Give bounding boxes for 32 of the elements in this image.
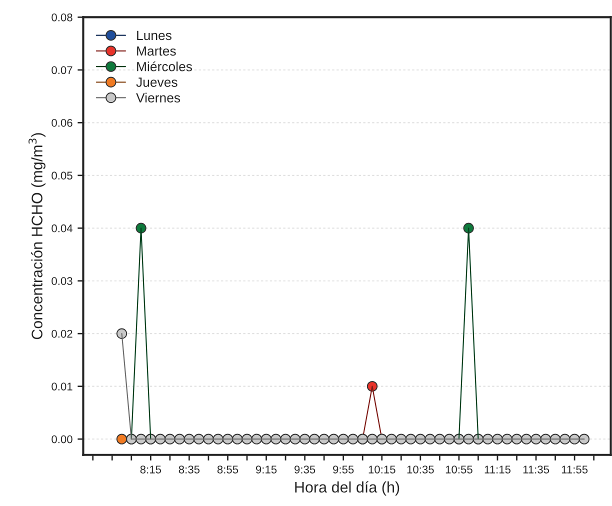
y-tick-label: 0.08 <box>52 13 72 22</box>
legend-label: Miércoles <box>137 61 192 72</box>
x-tick-label: 11:35 <box>523 466 550 474</box>
x-tick-label: 9:55 <box>333 466 354 474</box>
y-tick-label: 0.05 <box>52 172 72 180</box>
y-tick-label: 0.00 <box>52 435 72 444</box>
y-tick-label: 0.01 <box>52 382 72 390</box>
x-tick-label: 11:15 <box>484 466 511 474</box>
point <box>116 434 128 444</box>
y-tick-label: 0.07 <box>52 66 72 74</box>
x-tick-label: 8:15 <box>140 466 162 474</box>
legend-label: Martes <box>137 46 176 56</box>
legend-label: Viernes <box>136 92 180 102</box>
x-tick-label: 9:35 <box>294 466 316 474</box>
x-tick-label: 10:35 <box>407 466 434 474</box>
x-tick-label: 9:15 <box>256 466 277 474</box>
y-tick-label: 0.03 <box>52 277 72 286</box>
x-tick-label: 11:55 <box>562 466 588 474</box>
y-tick-label: 0.02 <box>52 330 72 338</box>
point <box>463 222 474 234</box>
legend-label: Jueves <box>136 78 178 87</box>
y-tick-label: 0.04 <box>52 224 72 232</box>
x-tick-label: 10:55 <box>446 466 472 474</box>
x-tick-label: 8:55 <box>217 466 238 474</box>
legend-label: Lunes <box>137 30 172 40</box>
x-axis-title: Hora del día (h) <box>295 481 400 496</box>
y-axis-title: Concentración HCHO (mg/m$^{3}$) <box>28 133 46 340</box>
point <box>136 222 146 234</box>
point <box>578 434 590 444</box>
y-tick-label: 0.06 <box>52 118 72 127</box>
x-tick-label: 10:15 <box>368 466 396 474</box>
x-tick-label: 8:35 <box>178 466 200 474</box>
